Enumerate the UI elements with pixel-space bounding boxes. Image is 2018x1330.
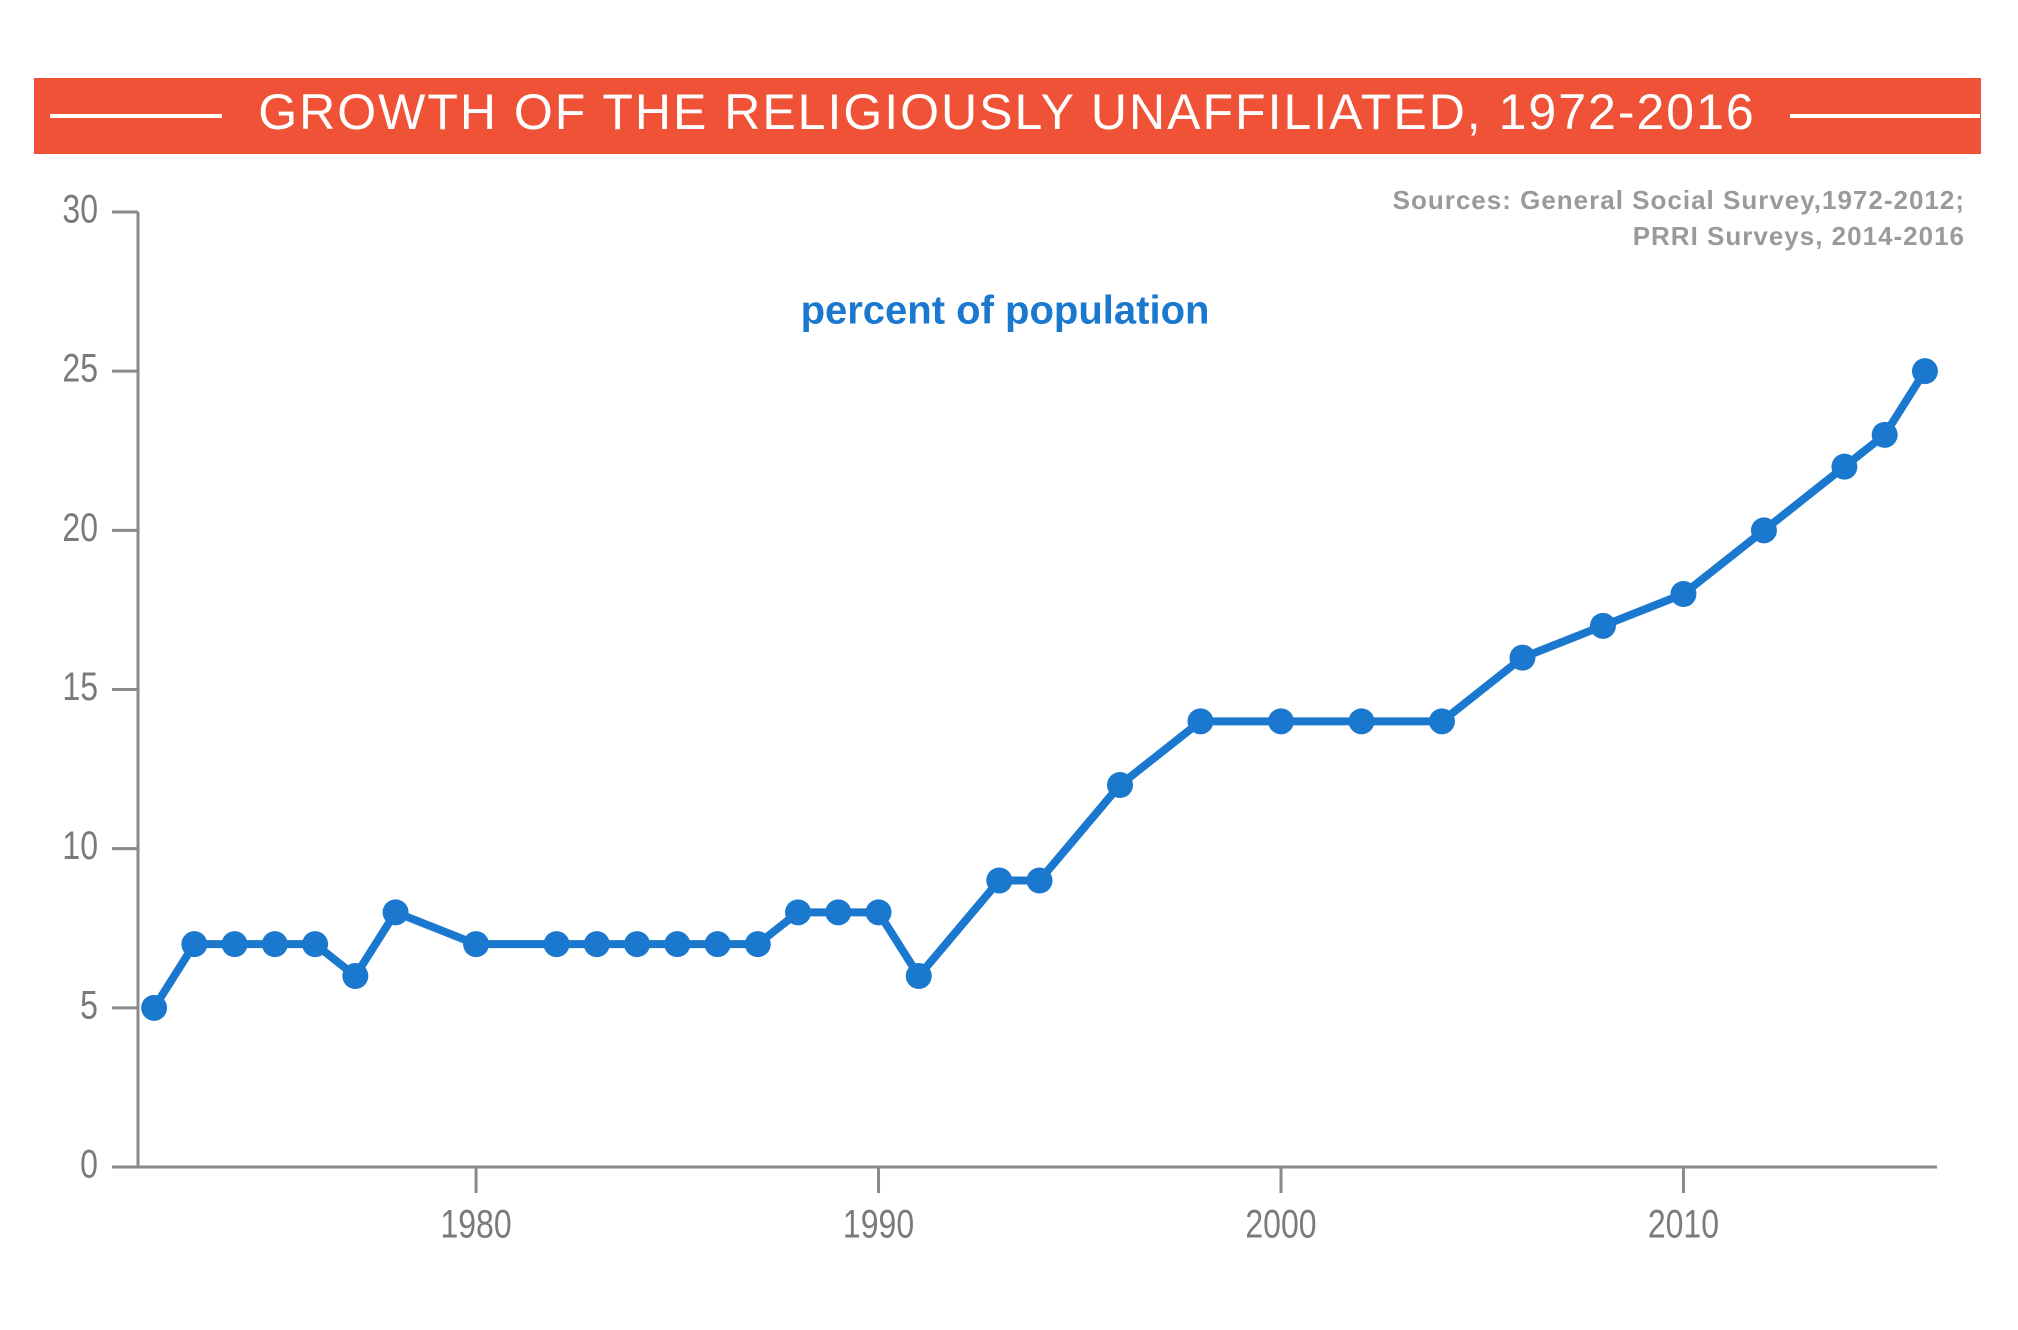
point <box>543 931 570 958</box>
point <box>181 931 208 958</box>
point <box>664 931 691 958</box>
point <box>382 899 409 926</box>
x-tick-label: 2000 <box>1245 1201 1316 1246</box>
point <box>1589 612 1616 639</box>
point <box>463 931 490 958</box>
annotation: percent of population <box>801 289 1210 333</box>
point <box>744 931 771 958</box>
point <box>1911 358 1938 385</box>
point <box>785 899 812 926</box>
point <box>865 899 892 926</box>
y-tick-label: 15 <box>62 664 98 709</box>
point <box>1267 708 1294 735</box>
point <box>704 931 731 958</box>
point <box>1670 581 1697 607</box>
point <box>1428 708 1455 735</box>
point <box>1026 867 1053 894</box>
point <box>1871 421 1898 448</box>
point <box>624 931 651 958</box>
x-tick-label: 1980 <box>440 1201 511 1246</box>
x-tick-label: 2010 <box>1648 1201 1719 1246</box>
point <box>261 931 288 958</box>
point <box>986 867 1013 894</box>
source: PRRI Surveys, 2014-2016 <box>1633 221 1965 251</box>
point <box>1107 772 1134 798</box>
y-tick-label: 10 <box>62 823 98 868</box>
point <box>1348 708 1375 735</box>
y-tick-label: 5 <box>80 982 98 1027</box>
title-bar <box>34 78 1981 154</box>
line <box>150 369 1929 1010</box>
point <box>1187 708 1214 735</box>
point <box>141 994 168 1021</box>
y-tick-label: 25 <box>62 345 98 390</box>
point <box>583 931 610 958</box>
y-tick-label: 0 <box>80 1141 98 1186</box>
y-tick-label: 30 <box>62 186 98 231</box>
x-tick-label: 1990 <box>843 1201 914 1246</box>
point <box>342 963 369 989</box>
y-tick-label: 20 <box>62 504 98 549</box>
point <box>302 931 329 958</box>
point <box>1509 644 1536 671</box>
point <box>905 963 932 989</box>
point <box>825 899 852 926</box>
source: Sources: General Social Survey,1972-2012… <box>1393 185 1965 215</box>
chart-title: GROWTH OF THE RELIGIOUSLY UNAFFILIATED, … <box>258 84 1755 140</box>
point <box>1831 453 1858 480</box>
point <box>221 931 248 958</box>
point <box>1750 517 1777 544</box>
